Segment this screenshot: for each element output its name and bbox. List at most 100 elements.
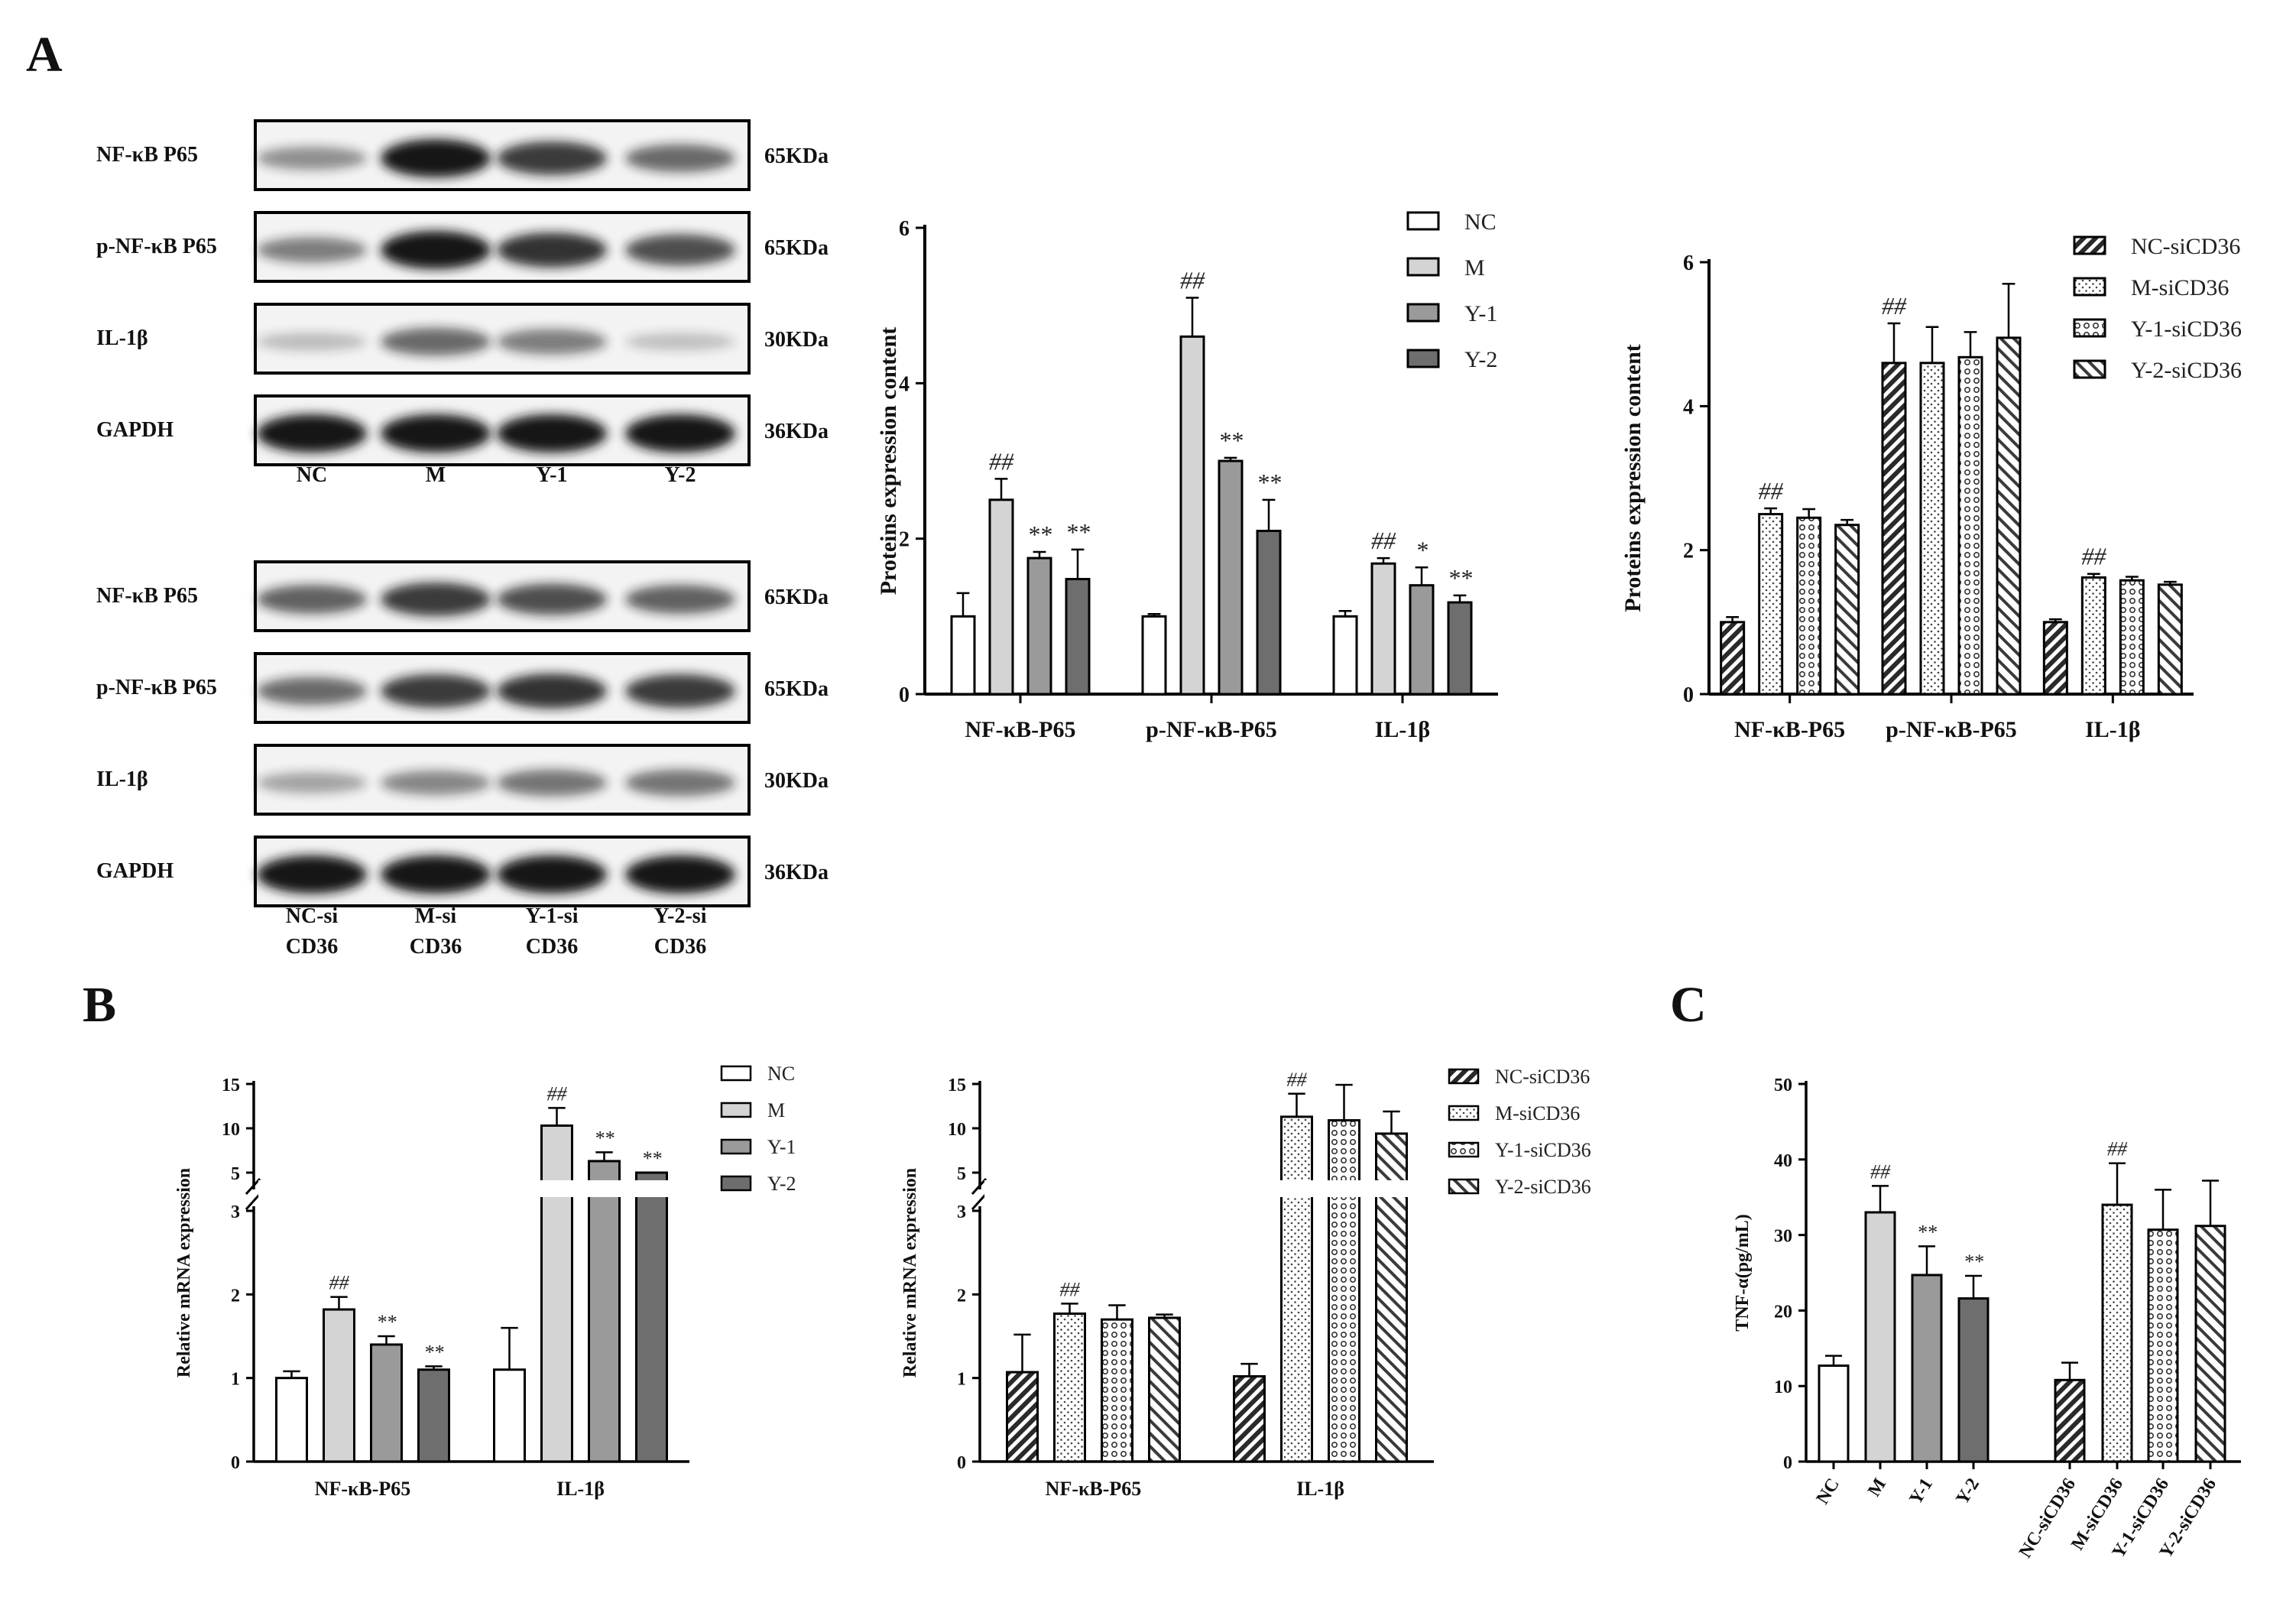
y-tick-label: 5 [957, 1164, 966, 1184]
blot-band [625, 855, 735, 894]
legend-label: Y-1-siCD36 [1495, 1139, 1591, 1161]
significance-marker: ## [2107, 1138, 2128, 1160]
x-tick-label: p-NF-κB-P65 [1886, 717, 2017, 742]
bar [1332, 615, 1358, 696]
legend-swatch [1448, 1178, 1480, 1195]
legend-label: Y-1-siCD36 [2131, 316, 2242, 342]
significance-marker: ** [642, 1147, 662, 1170]
legend-label: NC [767, 1063, 795, 1085]
x-tick-label: p-NF-κB-P65 [1146, 717, 1277, 742]
blot-band [381, 855, 491, 894]
bar [323, 1308, 355, 1463]
bar [1834, 524, 1860, 696]
y-tick-label: 50 [1774, 1076, 1792, 1095]
blot-band [257, 237, 367, 263]
axis-break-mark [971, 1193, 987, 1211]
bar [417, 1368, 450, 1463]
y-axis-label: Relative mRNA expression [174, 1168, 194, 1377]
blot-kda-label: 65KDa [764, 144, 829, 168]
y-tick-label: 2 [231, 1286, 240, 1306]
bar [1218, 459, 1244, 696]
legend-label: M-siCD36 [2131, 275, 2229, 300]
y-tick-label: 4 [1683, 395, 1694, 419]
bar [1957, 1297, 1990, 1463]
legend-label: Y-2 [1464, 347, 1497, 372]
mrna-expression-sicd36-chart: 0 1 2 3 5 10 15 Relative mRNA expression ## NF-κB… [900, 1066, 1591, 1500]
y-axis-label: TNF-α(pg/mL) [1733, 1214, 1753, 1331]
tnf-alpha-chart: 0 10 20 30 40 50 TNF-α(pg/mL) NC ## M ** Y-1 ** Y-2 NC… [1733, 1076, 2241, 1562]
legend-label: M-siCD36 [1495, 1102, 1580, 1124]
legend-label: NC [1464, 209, 1497, 235]
legend-swatch [1406, 211, 1440, 231]
x-tick-label: IL-1β [2085, 717, 2140, 742]
y-tick-label: 1 [231, 1370, 240, 1390]
bar [2147, 1228, 2179, 1463]
y-tick-label: 10 [222, 1120, 240, 1140]
blot-lane-label: Y-2 [665, 463, 696, 487]
bar [1818, 1364, 1850, 1463]
significance-marker: ## [547, 1082, 568, 1105]
blot-lane-label: Y-2-si [654, 904, 707, 928]
blot-band [625, 144, 735, 173]
legend-swatch [720, 1102, 752, 1118]
significance-marker: ## [329, 1272, 350, 1294]
legend-label: Y-1 [767, 1136, 796, 1158]
y-tick-label: 0 [1683, 683, 1694, 707]
bar [2054, 1378, 2086, 1463]
bar [2042, 621, 2068, 696]
blot-band [381, 327, 491, 356]
bar [1065, 578, 1091, 696]
y-axis-label: Proteins expression content [876, 327, 901, 595]
blot-band [625, 234, 735, 266]
legend-label: Y-2-siCD36 [2131, 358, 2242, 383]
bar [2101, 1203, 2133, 1463]
blot-band [257, 772, 367, 793]
y-tick-label: 2 [957, 1286, 966, 1306]
blot-band [497, 141, 607, 175]
x-tick-label: IL-1β [1375, 717, 1430, 742]
y-tick-label: 30 [1774, 1227, 1792, 1247]
significance-marker: ** [424, 1341, 444, 1363]
blot-kda-label: 36KDa [764, 420, 829, 443]
blot-band [257, 585, 367, 614]
y-tick-label: 15 [948, 1076, 966, 1095]
blot-band [625, 769, 735, 797]
significance-marker: ** [1917, 1221, 1937, 1243]
bar [493, 1368, 526, 1463]
blot-lane-label: M [426, 463, 446, 487]
significance-marker: ## [1882, 292, 1907, 320]
significance-marker: ## [1759, 477, 1784, 505]
significance-marker: ## [1060, 1278, 1081, 1300]
blot-kda-label: 65KDa [764, 677, 829, 701]
blot-lane-label: CD36 [410, 935, 462, 959]
blot-band [257, 333, 367, 351]
y-tick-label: 6 [1683, 251, 1694, 275]
blot-protein-label: p-NF-κB P65 [96, 235, 217, 258]
bar [1796, 516, 1822, 696]
y-tick-label: 15 [222, 1076, 240, 1095]
legend-label: Y-2-siCD36 [1495, 1176, 1591, 1198]
blot-band [257, 677, 367, 706]
blot-protein-label: p-NF-κB P65 [96, 676, 217, 699]
blot-lane-label: M-si [415, 904, 457, 928]
legend-swatch [2073, 235, 2106, 255]
bar [1233, 1374, 1266, 1463]
blot-kda-label: 65KDa [764, 586, 829, 609]
significance-marker: ** [1218, 427, 1243, 454]
bar [1026, 557, 1052, 696]
blot-protein-label: NF-κB P65 [96, 143, 198, 167]
axis-break-mark [245, 1177, 261, 1196]
significance-marker: ** [1257, 469, 1281, 496]
bar [1957, 355, 1983, 696]
blot-protein-label: NF-κB P65 [96, 584, 198, 608]
y-tick-label: 5 [231, 1164, 240, 1184]
bar [1006, 1371, 1039, 1463]
y-tick-label: 20 [1774, 1302, 1792, 1322]
bar [1447, 601, 1473, 696]
legend-swatch [720, 1138, 752, 1155]
x-tick-label: M [1864, 1475, 1890, 1500]
legend-swatch [1448, 1105, 1480, 1121]
axis-break-gap [258, 1180, 694, 1197]
blot-band [497, 855, 607, 894]
